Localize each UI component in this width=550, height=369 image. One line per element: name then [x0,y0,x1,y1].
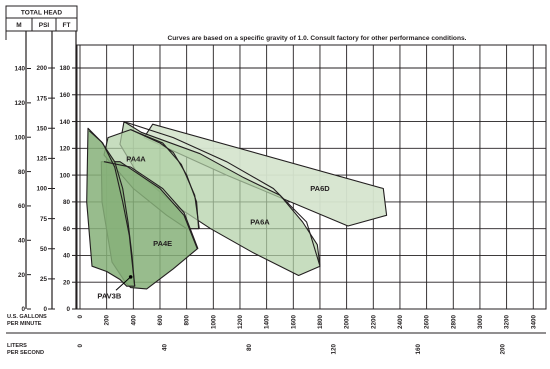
gpm-tick-label: 2200 [370,315,377,330]
gpm-tick-label: 2400 [397,315,404,330]
lps-tick-label: 80 [246,344,253,352]
x2-axis-unit-label: LITERS PER SECOND [7,343,44,356]
ft-tick-label: 20 [63,279,71,286]
psi-tick-label: 200 [36,65,47,72]
lps-tick-label: 120 [331,344,338,355]
psi-tick-label: 175 [36,95,47,102]
axes: 0204060801001201401601800255075100125150… [5,31,546,355]
psi-tick-label: 50 [40,246,48,253]
ft-tick-label: 160 [59,92,70,99]
psi-tick-label: 75 [40,216,48,223]
m-tick-label: 140 [14,66,25,73]
gpm-tick-label: 600 [157,315,164,326]
pav3b-pointer-dot [128,275,133,279]
ft-tick-label: 140 [59,119,70,126]
gpm-tick-label: 2000 [344,315,351,330]
x-axis-unit-line2: PER MINUTE [7,321,42,327]
m-tick-label: 100 [14,134,25,141]
curve-pa6a [123,121,321,267]
lps-tick-label: 0 [77,344,84,348]
gpm-tick-label: 3200 [504,315,511,330]
ft-tick-label: 100 [59,172,70,179]
x2-axis-unit-line1: LITERS [7,343,27,349]
x2-axis-unit-line2: PER SECOND [7,350,44,356]
gpm-tick-label: 400 [130,315,137,326]
chart-note: Curves are based on a specific gravity o… [168,35,467,42]
m-tick-label: 80 [18,169,26,176]
lps-tick-label: 200 [500,344,507,355]
gpm-tick-label: 1000 [210,315,217,330]
ft-tick-label: 80 [63,199,71,206]
gpm-tick-label: 1400 [264,315,271,330]
curve-pa4e [103,161,199,249]
x-axis-unit-line1: U.S. GALLONS [7,314,47,320]
label-pa6a: PA6A [250,218,270,227]
psi-tick-label: 125 [36,156,47,163]
m-tick-label: 40 [18,237,26,244]
curve-pa4a [130,129,200,229]
lps-tick-label: 160 [415,344,422,355]
ft-tick-label: 40 [63,253,71,260]
region-labels: PA6D PA6A PA4A PA4E PAV3B [97,155,330,301]
m-tick-label: 0 [21,306,25,313]
gpm-tick-label: 200 [104,315,111,326]
pump-regions [86,121,388,290]
gpm-tick-label: 2600 [424,315,431,330]
gpm-tick-label: 2800 [450,315,457,330]
gpm-tick-label: 1200 [237,315,244,330]
gpm-tick-label: 1800 [317,315,324,330]
psi-tick-label: 100 [36,186,47,193]
gpm-tick-label: 3400 [530,315,537,330]
header-title: TOTAL HEAD [21,10,62,17]
m-tick-label: 60 [18,203,26,210]
label-pa4e: PA4E [153,239,172,248]
psi-tick-label: 150 [36,125,47,132]
lps-tick-label: 40 [162,344,169,352]
header-col-ft: FT [63,22,71,29]
psi-tick-label: 0 [43,306,47,313]
m-tick-label: 20 [18,272,26,279]
ft-tick-label: 0 [66,306,70,313]
curve-pav3b [88,130,136,287]
gpm-tick-label: 1600 [290,315,297,330]
pav3b-pointer-line [115,276,131,291]
ft-tick-label: 180 [59,65,70,72]
pump-curves [88,121,321,287]
x-axis-unit-label: U.S. GALLONS PER MINUTE [7,314,47,327]
header-col-m: M [16,22,21,29]
header-box: TOTAL HEAD M PSI FT [5,5,78,32]
gpm-tick-label: 0 [77,315,84,319]
label-pav3b: PAV3B [97,291,121,300]
ft-tick-label: 120 [59,146,70,153]
ft-tick-label: 60 [63,226,71,233]
gpm-tick-label: 3000 [477,315,484,330]
label-pa4a: PA4A [126,155,146,164]
psi-tick-label: 25 [40,276,48,283]
m-tick-label: 120 [14,100,25,107]
label-pa6d: PA6D [310,184,330,193]
header-col-psi: PSI [39,22,50,29]
gpm-tick-label: 800 [184,315,191,326]
